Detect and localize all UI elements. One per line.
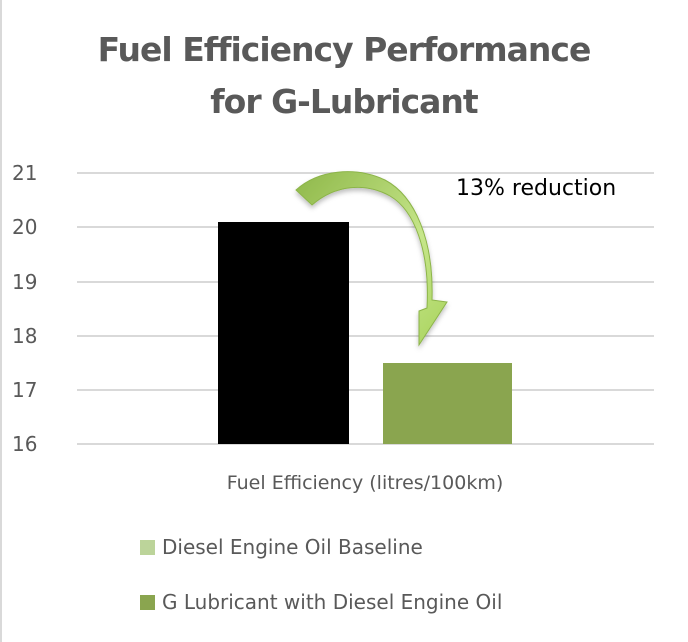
bar-g-lubricant-with-diesel-engine-oil bbox=[383, 362, 512, 444]
gridline-17 bbox=[77, 389, 654, 391]
gridline-18 bbox=[77, 335, 654, 337]
gridline-16 bbox=[77, 443, 654, 445]
y-tick-label: 20 bbox=[12, 215, 38, 239]
legend-item-baseline: Diesel Engine Oil Baseline bbox=[140, 535, 423, 559]
legend-item-g-lubricant: G Lubricant with Diesel Engine Oil bbox=[140, 590, 502, 614]
chart-title-line-2: for G-Lubricant bbox=[210, 82, 478, 121]
x-axis-category-label: Fuel Efficiency (litres/100km) bbox=[226, 472, 504, 494]
legend-swatch bbox=[140, 594, 155, 610]
chart-title-line-1: Fuel Efficiency Performance bbox=[97, 30, 592, 69]
legend-label: G Lubricant with Diesel Engine Oil bbox=[162, 590, 503, 614]
y-tick-label: 21 bbox=[12, 161, 38, 185]
legend-label: Diesel Engine Oil Baseline bbox=[162, 535, 423, 559]
annotation-label: 13% reduction bbox=[456, 176, 617, 201]
y-tick-label: 17 bbox=[12, 378, 38, 402]
gridline-19 bbox=[77, 281, 654, 283]
legend-swatch bbox=[140, 539, 155, 555]
y-tick-label: 19 bbox=[12, 270, 38, 294]
y-tick-label: 18 bbox=[12, 324, 38, 348]
chart-title: Fuel Efficiency Performance for G-Lubric… bbox=[0, 24, 688, 128]
bar-diesel-engine-oil-baseline bbox=[218, 221, 349, 444]
y-tick-label: 16 bbox=[12, 432, 38, 456]
gridline-20 bbox=[77, 226, 654, 228]
